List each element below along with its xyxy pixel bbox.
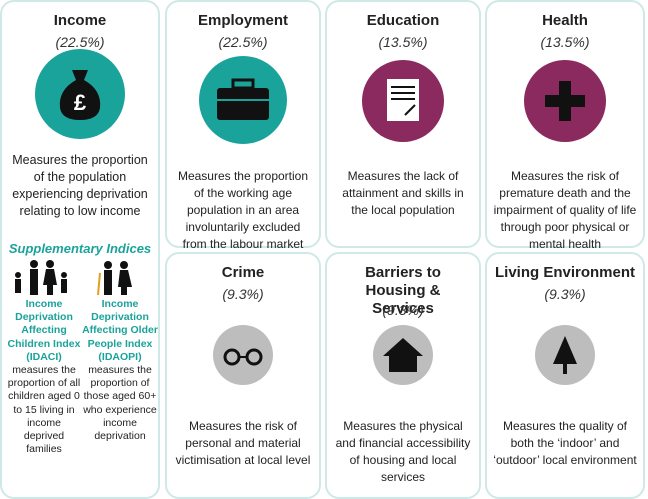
card-income: Income (22.5%) £ Measures the proportion… — [0, 0, 160, 499]
card-description: Measures the proportion of the working a… — [177, 169, 309, 251]
supplementary-heading: Supplementary Indices — [8, 241, 152, 256]
card-description: Measures the quality of both the ‘indoor… — [493, 419, 637, 467]
card-weight: (22.5%) — [55, 34, 105, 50]
card-weight: (22.5%) — [218, 34, 268, 50]
index-column: Income Deprivation Affecting Older Peopl… — [82, 298, 158, 443]
card-health: Health (13.5%) Measures the risk of prem… — [485, 0, 645, 251]
svg-text:£: £ — [74, 90, 87, 115]
icon-money-bag: £ — [35, 49, 125, 139]
card-title: Crime — [221, 264, 265, 281]
card-education: Education (13.5%) Measures the lack of a… — [325, 0, 481, 248]
card-living-environment: Living Environment (9.3%) Measures the q… — [485, 252, 645, 499]
card-employment: Employment (22.5%) Measures the proporti… — [165, 0, 321, 251]
card-description: Measures the lack of attainment and skil… — [342, 169, 464, 217]
card-weight: (9.3%) — [382, 302, 424, 318]
card-title: Income — [53, 12, 107, 29]
icon-cross — [524, 60, 606, 142]
index-column: Income Deprivation Affecting Children In… — [6, 298, 82, 456]
card-weight: (9.3%) — [222, 286, 264, 302]
card-title: Health — [542, 12, 588, 29]
card-description: Measures the proportion of the populatio… — [12, 153, 148, 218]
index-name: Income Deprivation Affecting Older Peopl… — [82, 298, 158, 363]
index-description: measures the proportion of those aged 60… — [83, 364, 157, 443]
icon-briefcase — [199, 56, 287, 144]
index-name: Income Deprivation Affecting Children In… — [7, 298, 81, 363]
icon-handcuffs — [213, 325, 273, 385]
icon-house — [373, 325, 433, 385]
card-title: Education — [366, 12, 440, 29]
card-title: Living Environment — [494, 264, 635, 281]
card-weight: (13.5%) — [378, 34, 428, 50]
card-weight: (13.5%) — [540, 34, 590, 50]
card-weight: (9.3%) — [544, 286, 586, 302]
icon-people — [15, 260, 132, 296]
icon-document — [362, 60, 444, 142]
card-description: Measures the risk of premature death and… — [493, 169, 637, 251]
card-crime: Crime (9.3%) Measures the risk of person… — [165, 252, 321, 499]
card-title: Barriers to Housing & Services — [365, 264, 441, 317]
card-description: Measures the physical and financial acce… — [335, 419, 471, 484]
card-description: Measures the risk of personal and materi… — [175, 419, 311, 467]
icon-tree — [535, 325, 595, 385]
index-description: measures the proportion of all children … — [7, 364, 81, 456]
card-barriers: Barriers to Housing & Services (9.3%) Me… — [325, 252, 481, 499]
card-title: Employment — [197, 12, 288, 29]
